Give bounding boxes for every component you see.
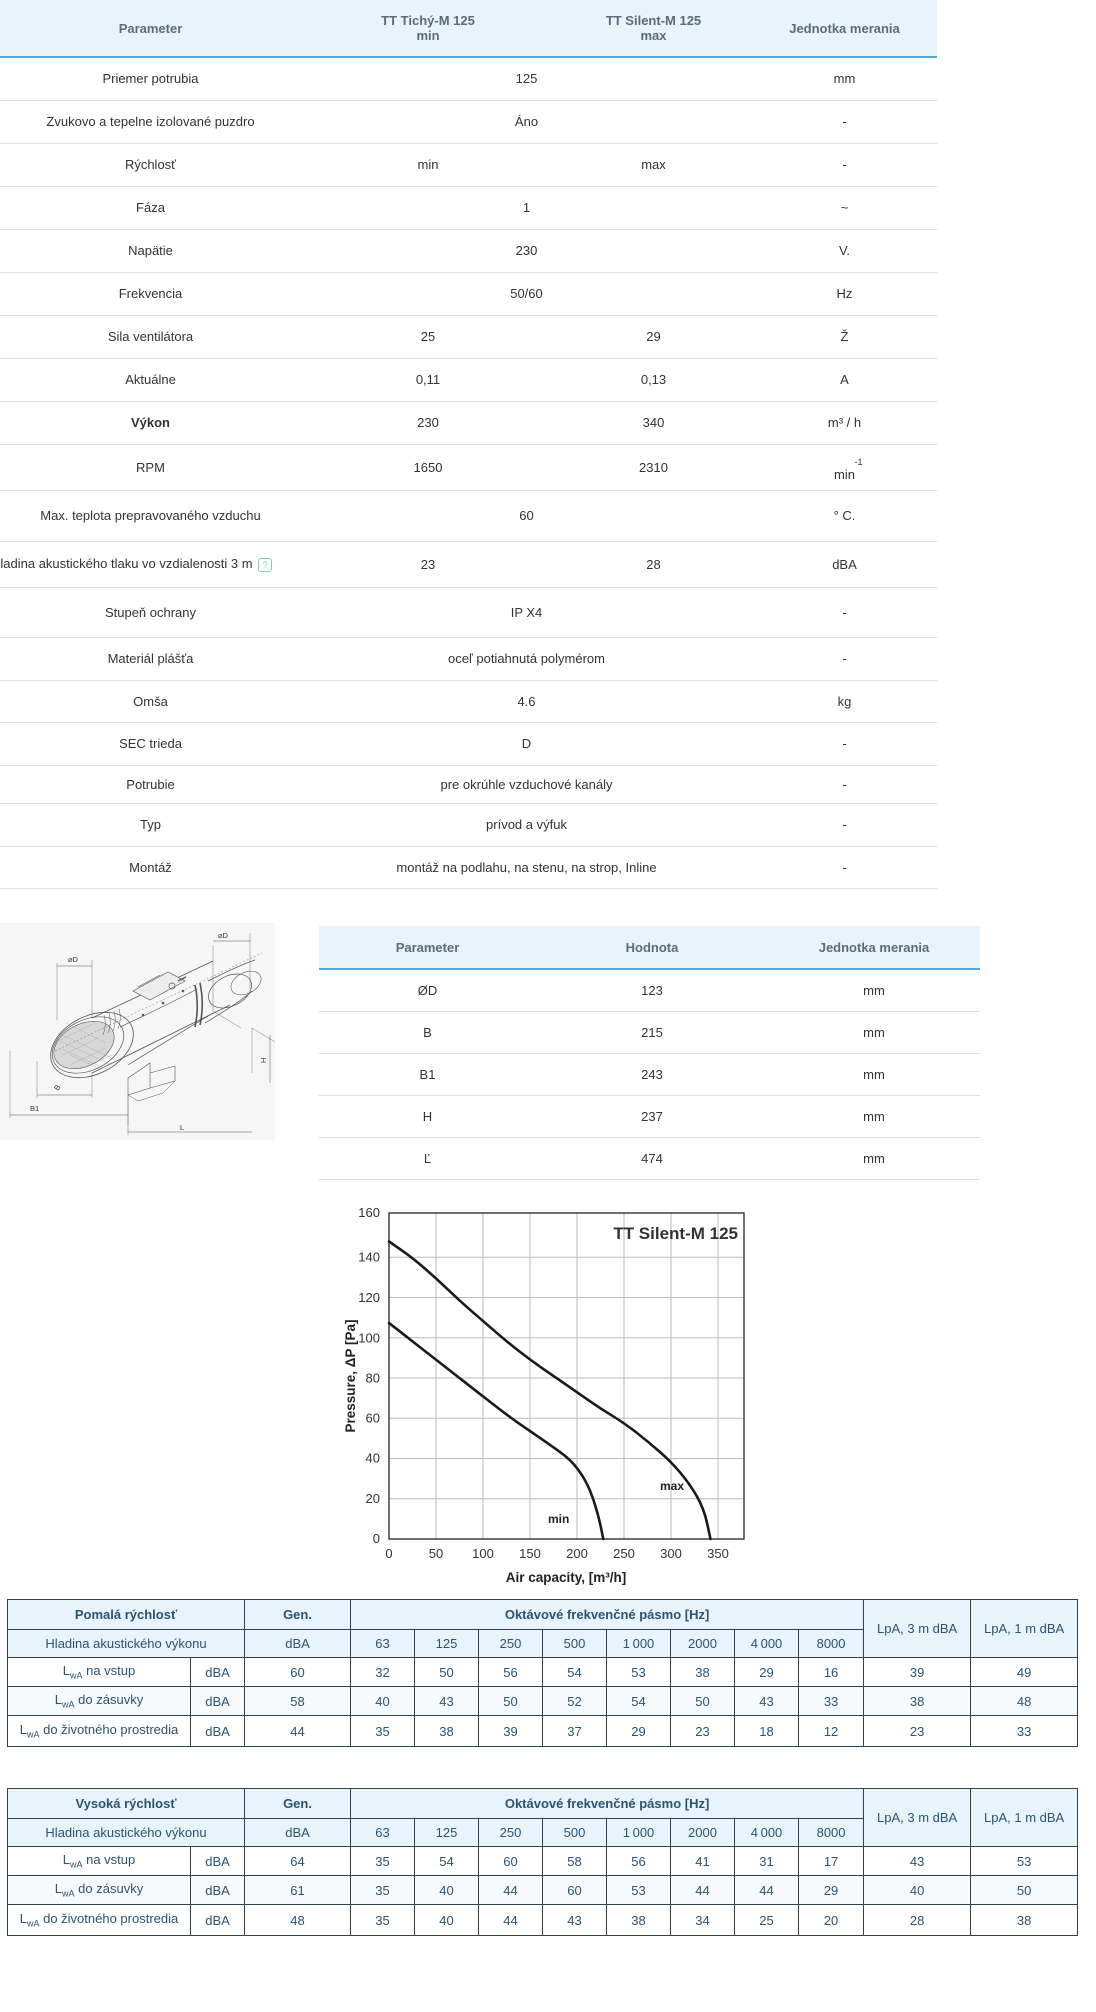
svg-text:B1: B1 <box>30 1104 39 1113</box>
svg-text:350: 350 <box>707 1546 729 1561</box>
svg-text:60: 60 <box>366 1411 380 1426</box>
svg-text:100: 100 <box>472 1546 494 1561</box>
svg-text:H: H <box>259 1058 268 1063</box>
svg-text:B: B <box>52 1083 62 1092</box>
svg-text:max: max <box>660 1479 684 1493</box>
svg-text:100: 100 <box>358 1331 380 1346</box>
svg-text:40: 40 <box>366 1451 380 1466</box>
svg-text:min: min <box>548 1512 569 1526</box>
svg-text:200: 200 <box>566 1546 588 1561</box>
svg-text:0: 0 <box>373 1531 380 1546</box>
svg-text:20: 20 <box>366 1491 380 1506</box>
svg-text:TT Silent-M 125: TT Silent-M 125 <box>613 1224 738 1243</box>
svg-text:⌀D: ⌀D <box>218 931 229 940</box>
svg-text:150: 150 <box>519 1546 541 1561</box>
svg-text:⌀D: ⌀D <box>68 955 79 964</box>
svg-text:120: 120 <box>358 1290 380 1305</box>
svg-text:80: 80 <box>366 1371 380 1386</box>
svg-text:300: 300 <box>660 1546 682 1561</box>
svg-text:140: 140 <box>358 1250 380 1265</box>
svg-text:Air capacity, [m³/h]: Air capacity, [m³/h] <box>506 1570 627 1585</box>
svg-text:160: 160 <box>358 1205 380 1220</box>
svg-text:0: 0 <box>385 1546 392 1561</box>
svg-text:L: L <box>180 1123 184 1132</box>
svg-text:50: 50 <box>429 1546 443 1561</box>
svg-text:Pressure, ΔP [Pa]: Pressure, ΔP [Pa] <box>343 1319 358 1432</box>
svg-text:250: 250 <box>613 1546 635 1561</box>
